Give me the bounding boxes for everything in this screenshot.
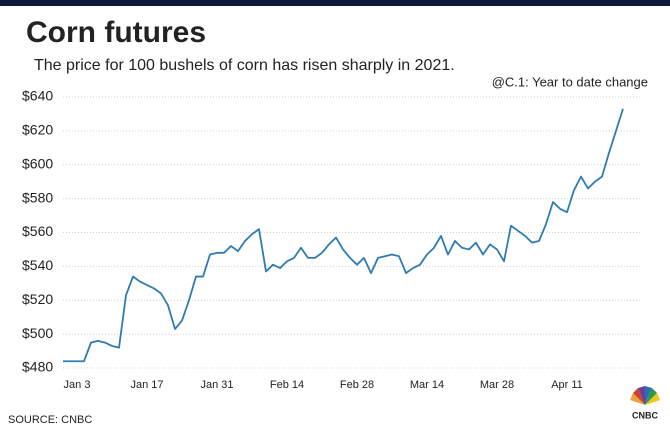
y-tick-label: $640 [22, 88, 53, 104]
logo-feather [638, 386, 645, 405]
x-tick-label: Jan 17 [130, 379, 163, 391]
annotation: @C.1: Year to date change [492, 74, 648, 89]
top-bar [0, 0, 670, 6]
x-tick-label: Feb 28 [340, 379, 374, 391]
logo-feather [645, 386, 652, 405]
x-tick-label: Jan 3 [64, 379, 91, 391]
y-tick-label: $560 [22, 223, 53, 239]
logo-text: CNBC [632, 410, 658, 420]
y-tick-label: $600 [22, 155, 53, 171]
logo-feather [633, 388, 645, 405]
y-tick-label: $500 [22, 325, 53, 341]
y-tick-label: $620 [22, 122, 53, 138]
y-tick-label: $540 [22, 257, 53, 273]
y-tick-label: $520 [22, 291, 53, 307]
x-tick-label: Feb 14 [270, 379, 304, 391]
x-tick-label: Apr 11 [551, 379, 583, 391]
logo-feather [645, 388, 657, 405]
logo-feather [645, 393, 660, 405]
chart-subtitle: The price for 100 bushels of corn has ri… [34, 57, 455, 74]
chart-title: Corn futures [26, 16, 206, 49]
x-tick-label: Mar 28 [480, 379, 514, 391]
logo: CNBC [630, 386, 660, 420]
x-tick-label: Jan 31 [200, 379, 233, 391]
x-tick-label: Mar 14 [410, 379, 444, 391]
y-tick-label: $580 [22, 189, 53, 205]
line [63, 108, 624, 363]
source: SOURCE: CNBC [8, 414, 92, 426]
y-tick-label: $480 [22, 359, 53, 375]
logo-feather [630, 393, 645, 405]
